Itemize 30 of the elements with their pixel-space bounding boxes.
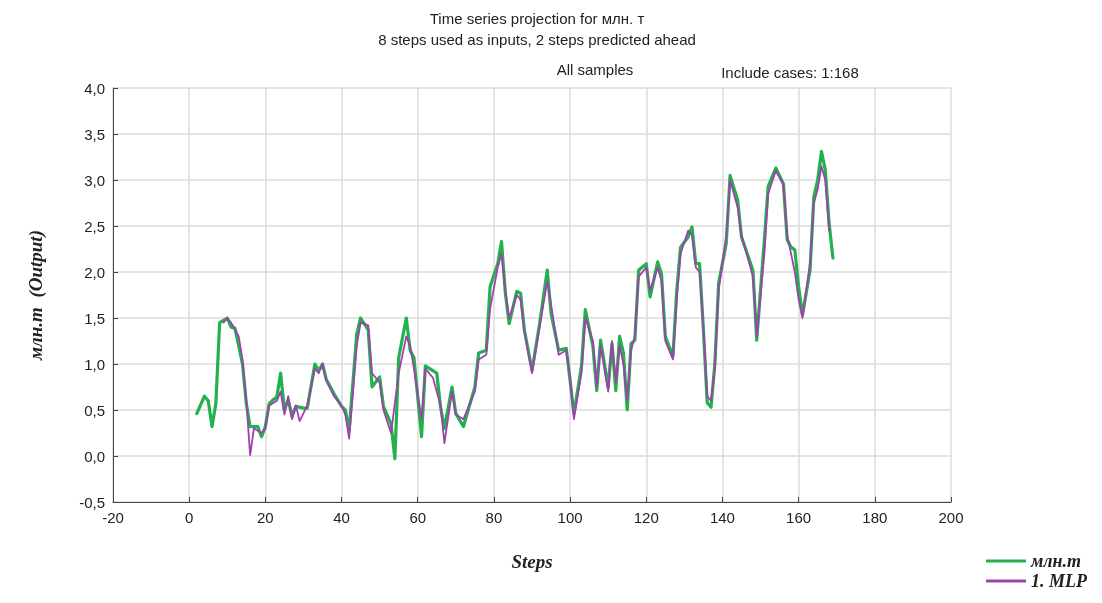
x-tick-label: 100: [557, 509, 583, 526]
y-tick-label: 4,0: [84, 79, 105, 97]
y-axis-title: млн.т (Output): [25, 230, 47, 361]
y-tick-label: 2,0: [84, 263, 105, 281]
x-axis-title: Steps: [511, 551, 553, 572]
chart-subtitle: 8 steps used as inputs, 2 steps predicted ahead: [378, 31, 696, 48]
legend-label: 1. MLP: [1031, 571, 1088, 591]
x-tick-label: 80: [485, 509, 503, 526]
y-tick-label: 0,5: [84, 401, 105, 419]
x-tick-label: 160: [786, 509, 812, 526]
y-tick-label: 0,0: [84, 447, 105, 465]
x-tick-label: 20: [257, 509, 274, 526]
y-tick-label: 3,5: [84, 125, 105, 143]
x-tick-label: 0: [185, 509, 194, 526]
chart-title: Time series projection for млн. т: [429, 10, 645, 27]
y-tick-label: 3,0: [84, 171, 105, 189]
x-tick-label: 140: [709, 509, 735, 526]
legend-label: млн.т: [1030, 551, 1082, 571]
x-tick-label: 200: [938, 509, 964, 526]
y-tick-label: 1,0: [84, 355, 105, 373]
y-tick-label: 1,5: [84, 309, 105, 327]
x-tick-label: -20: [102, 509, 124, 526]
y-tick-label: -0,5: [79, 493, 105, 511]
x-tick-label: 120: [633, 509, 659, 526]
text: Include cases: 1:168: [721, 64, 859, 81]
x-tick-label: 60: [409, 509, 427, 526]
x-tick-label: 40: [333, 509, 350, 526]
text: All samples: [556, 61, 634, 78]
y-tick-label: 2,5: [84, 217, 105, 235]
x-tick-label: 180: [862, 509, 888, 526]
